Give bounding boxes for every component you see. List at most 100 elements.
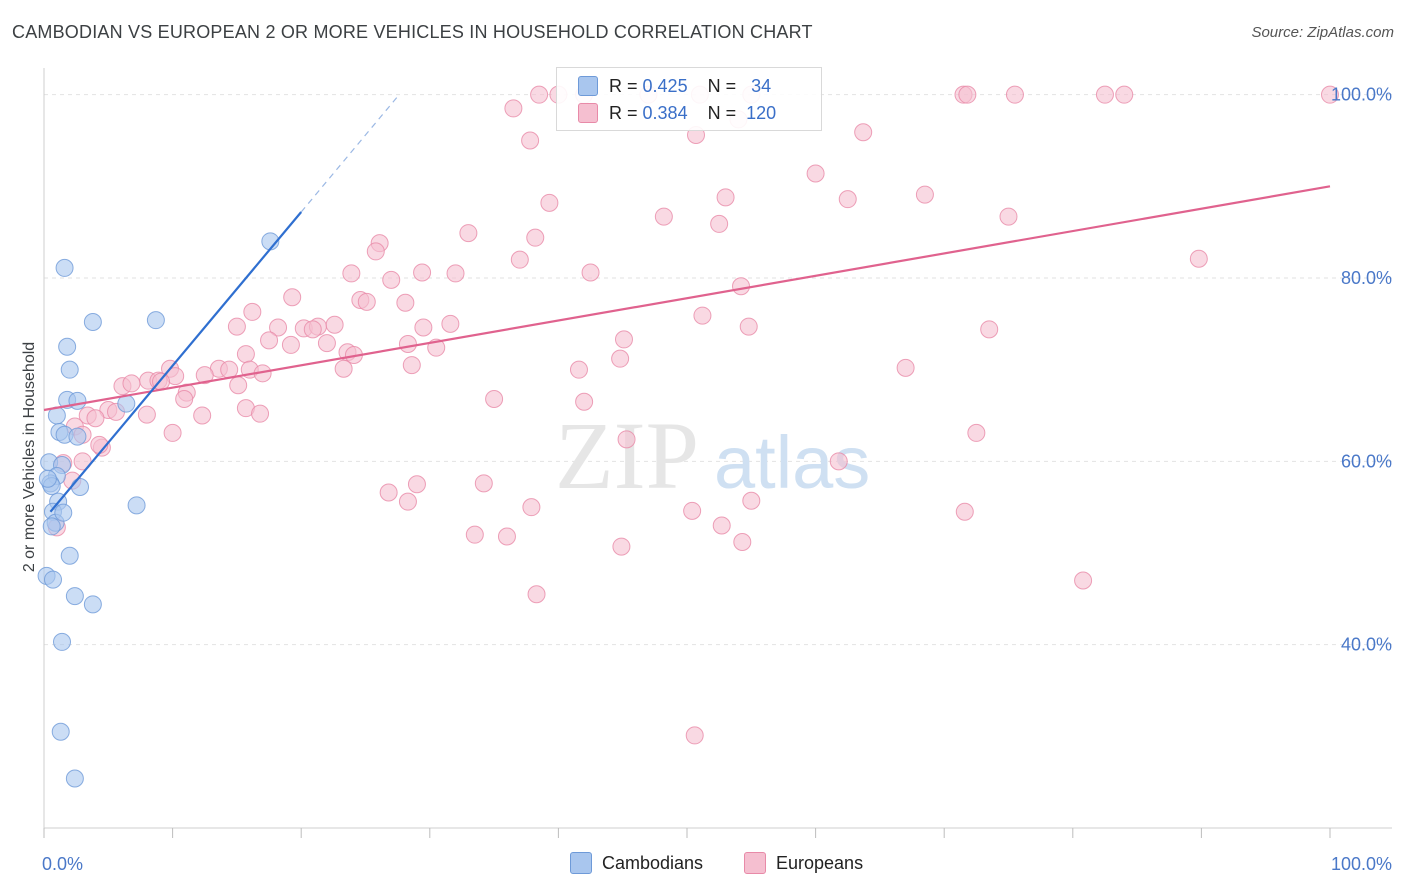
- europeans-point: [999, 207, 1018, 226]
- europeans-point: [611, 349, 630, 368]
- europeans-point: [1115, 85, 1134, 104]
- bottom-legend-label-cambodians: Cambodians: [602, 852, 704, 873]
- gridlines: [44, 94, 1392, 646]
- cambodians-point: [60, 546, 79, 565]
- cambodians-point: [83, 595, 102, 614]
- europeans-point: [122, 374, 141, 393]
- bottom-legend-swatch-cambodians: [570, 852, 592, 874]
- europeans-point: [958, 85, 977, 104]
- europeans-point: [854, 123, 873, 142]
- legend-n-value-cambodians: 34: [751, 75, 772, 96]
- legend-n-value-europeans: 120: [746, 102, 777, 123]
- europeans-point: [474, 474, 493, 493]
- stats-legend: R = 0.425 N = 34 R = 0.384 N = 120: [556, 67, 822, 131]
- europeans-point: [980, 320, 999, 339]
- europeans-point: [303, 320, 322, 339]
- x-tick-label-min: 0.0%: [42, 854, 83, 874]
- europeans-point: [260, 331, 279, 350]
- europeans-point: [540, 193, 559, 212]
- europeans-point: [441, 314, 460, 333]
- europeans-point: [504, 99, 523, 118]
- cambodians-point: [58, 337, 77, 356]
- cambodians-point: [127, 496, 146, 515]
- cambodians-point: [65, 587, 84, 606]
- chart-title: CAMBODIAN VS EUROPEAN 2 OR MORE VEHICLES…: [12, 22, 813, 42]
- europeans-point: [1074, 571, 1093, 590]
- europeans-point: [510, 250, 529, 269]
- cambodians-trend-line: [49, 211, 303, 513]
- cambodians-point: [60, 360, 79, 379]
- cambodians-point: [68, 427, 87, 446]
- watermark: ZIP atlas: [555, 402, 870, 509]
- europeans-point: [236, 345, 255, 364]
- bottom-legend-label-europeans: Europeans: [776, 852, 864, 873]
- cambodians-point: [38, 469, 57, 488]
- europeans-point: [742, 491, 761, 510]
- cambodians-point: [55, 258, 74, 277]
- legend-swatch-europeans: [578, 103, 598, 123]
- europeans-point: [366, 242, 385, 261]
- cambodians-point: [83, 313, 102, 331]
- cambodians-point: [51, 722, 70, 741]
- europeans-point: [685, 726, 704, 745]
- europeans-point: [175, 390, 194, 408]
- europeans-point: [683, 501, 702, 520]
- europeans-point: [195, 366, 214, 385]
- europeans-point: [617, 430, 636, 449]
- europeans-point: [712, 516, 731, 535]
- cambodians-trend-extension: [300, 96, 399, 213]
- europeans-point: [1189, 249, 1208, 268]
- europeans-point: [915, 185, 934, 204]
- europeans-point: [530, 85, 549, 104]
- europeans-point: [402, 356, 421, 375]
- europeans-point: [220, 360, 239, 379]
- europeans-point: [967, 423, 986, 442]
- trend-lines: [43, 96, 1331, 513]
- source-label: Source: ZipAtlas.com: [1251, 24, 1394, 41]
- europeans-point: [732, 277, 751, 296]
- legend-n-label: N =: [707, 102, 737, 123]
- europeans-point: [243, 302, 262, 321]
- europeans-point: [581, 263, 600, 282]
- europeans-point: [227, 317, 246, 336]
- cambodians-point: [53, 632, 72, 651]
- cambodians-point: [146, 311, 165, 330]
- axes: [43, 68, 1392, 838]
- europeans-point: [414, 318, 433, 337]
- legend-n-label: N =: [707, 75, 737, 96]
- legend-row-cambodians: R = 0.425 N = 34: [578, 73, 772, 99]
- europeans-point: [829, 452, 848, 471]
- europeans-point: [1005, 85, 1024, 104]
- europeans-point: [955, 502, 974, 521]
- y-tick-label: 40.0%: [1341, 635, 1392, 655]
- cambodians-point: [54, 503, 73, 522]
- y-tick-label: 60.0%: [1341, 451, 1392, 471]
- europeans-point: [522, 498, 541, 517]
- europeans-point: [693, 306, 712, 325]
- cambodians-point: [44, 570, 63, 589]
- europeans-point: [896, 358, 915, 377]
- europeans-point: [325, 315, 344, 334]
- europeans-point: [163, 423, 182, 442]
- cambodians-point: [42, 517, 61, 536]
- europeans-point: [334, 359, 353, 378]
- cambodians-point: [68, 391, 87, 410]
- europeans-point: [317, 334, 336, 353]
- bottom-legend-swatch-europeans: [744, 852, 766, 874]
- y-tick-label: 80.0%: [1341, 268, 1392, 288]
- europeans-point: [283, 288, 302, 307]
- europeans-point: [739, 317, 758, 336]
- cambodians-point: [71, 478, 90, 496]
- europeans-point: [229, 376, 248, 395]
- europeans-point: [569, 360, 588, 379]
- europeans-trend-line: [43, 185, 1331, 412]
- europeans-point: [407, 475, 426, 494]
- europeans-point: [465, 525, 484, 544]
- bottom-legend-cambodians: Cambodians: [570, 852, 703, 874]
- europeans-point: [137, 405, 156, 424]
- x-tick-label-max: 100.0%: [1331, 854, 1392, 874]
- europeans-point: [521, 131, 540, 150]
- europeans-point: [1095, 85, 1114, 104]
- europeans-point: [357, 292, 376, 311]
- europeans-point: [398, 492, 417, 511]
